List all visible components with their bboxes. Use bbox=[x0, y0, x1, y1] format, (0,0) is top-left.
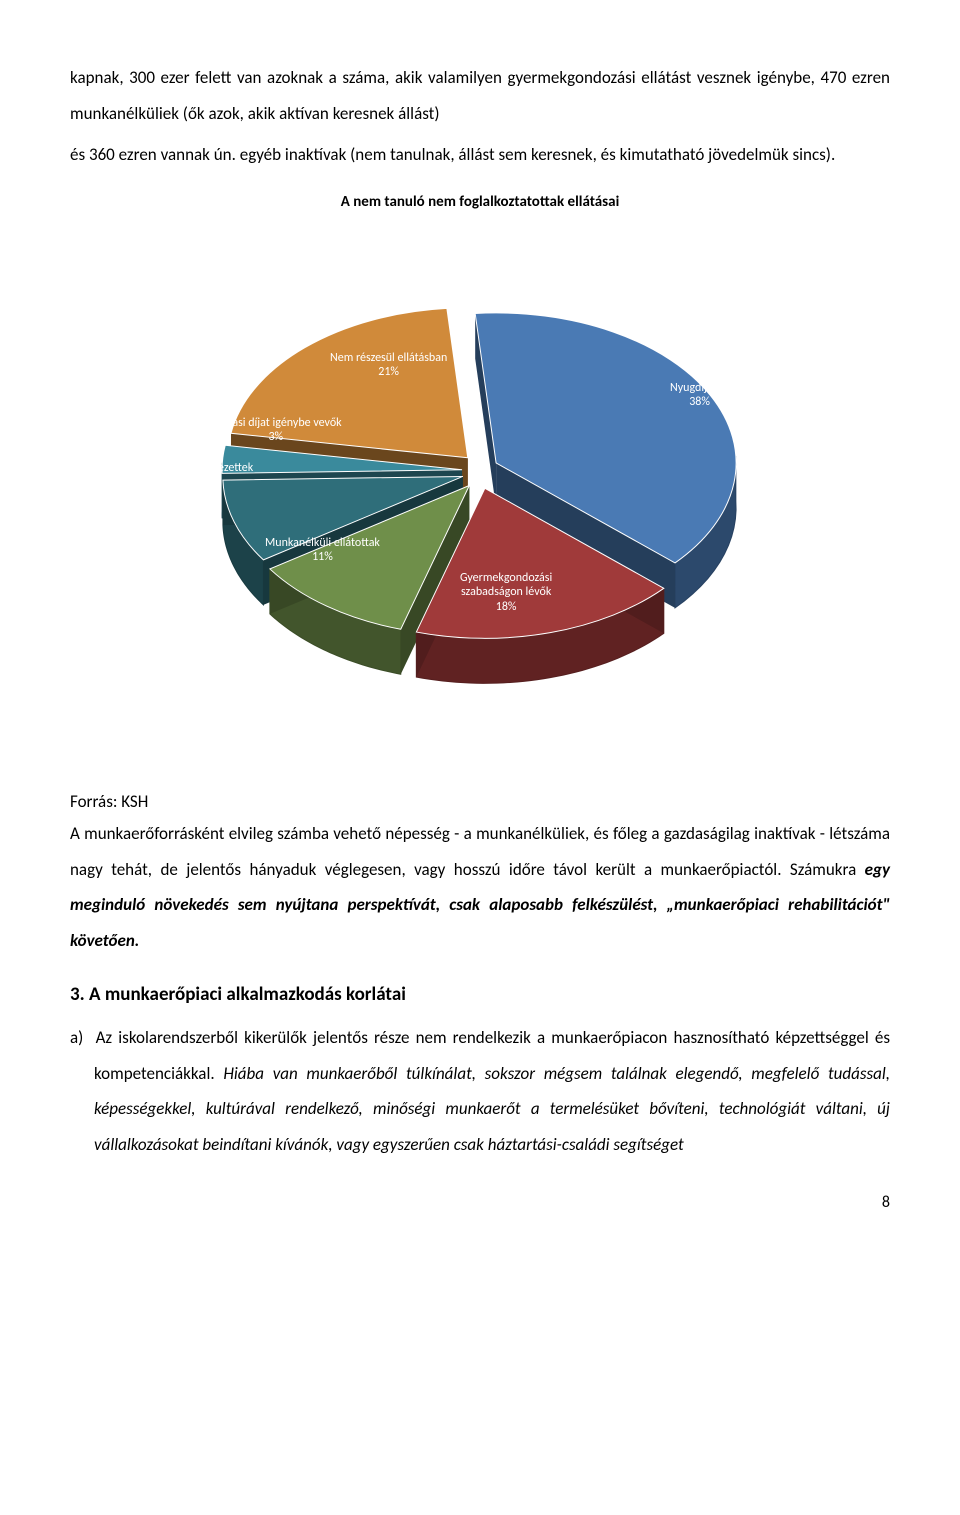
paragraph-1: kapnak, 300 ezer felett van azoknak a sz… bbox=[70, 60, 890, 131]
item-a-marker: a) bbox=[70, 1027, 83, 1048]
label-apolasi: Ápolási díjat igénybe vevők 3% bbox=[210, 416, 342, 445]
label-szocialis: Szociális segélyezettek 9% bbox=[145, 461, 253, 490]
section-3-number: 3. bbox=[70, 983, 85, 1006]
label-munkanelkuli: Munkanélküli ellátottak 11% bbox=[265, 536, 380, 565]
paragraph-2: és 360 ezren vannak ún. egyéb inaktívak … bbox=[70, 137, 890, 173]
paragraph-1-text: kapnak, 300 ezer felett van azoknak a sz… bbox=[70, 67, 890, 124]
paragraph-after-chart: A munkaerőforrásként elvileg számba vehe… bbox=[70, 816, 890, 959]
pie-chart: Nyugdíjasok 38% Gyermekgondozási szabads… bbox=[70, 221, 890, 781]
label-gyermekgondozasi: Gyermekgondozási szabadságon lévők 18% bbox=[460, 571, 552, 614]
page-number: 8 bbox=[70, 1193, 890, 1212]
section-3-title: A munkaerőpiaci alkalmazkodás korlátai bbox=[89, 983, 406, 1006]
chart-title: A nem tanuló nem foglalkoztatottak ellát… bbox=[70, 193, 890, 211]
paragraph-2-text: és 360 ezren vannak ún. egyéb inaktívak … bbox=[70, 144, 835, 165]
item-a: a) Az iskolarendszerből kikerülők jelent… bbox=[70, 1020, 890, 1163]
label-nyugdijasok: Nyugdíjasok 38% bbox=[670, 381, 729, 410]
chart-source: Forrás: KSH bbox=[70, 791, 890, 812]
pie-chart-svg bbox=[70, 221, 890, 781]
label-nem-reszesul: Nem részesül ellátásban 21% bbox=[330, 351, 447, 380]
section-3-heading: 3. A munkaerőpiaci alkalmazkodás korláta… bbox=[70, 983, 890, 1006]
paragraph-after-chart-plain: A munkaerőforrásként elvileg számba vehe… bbox=[70, 823, 890, 880]
